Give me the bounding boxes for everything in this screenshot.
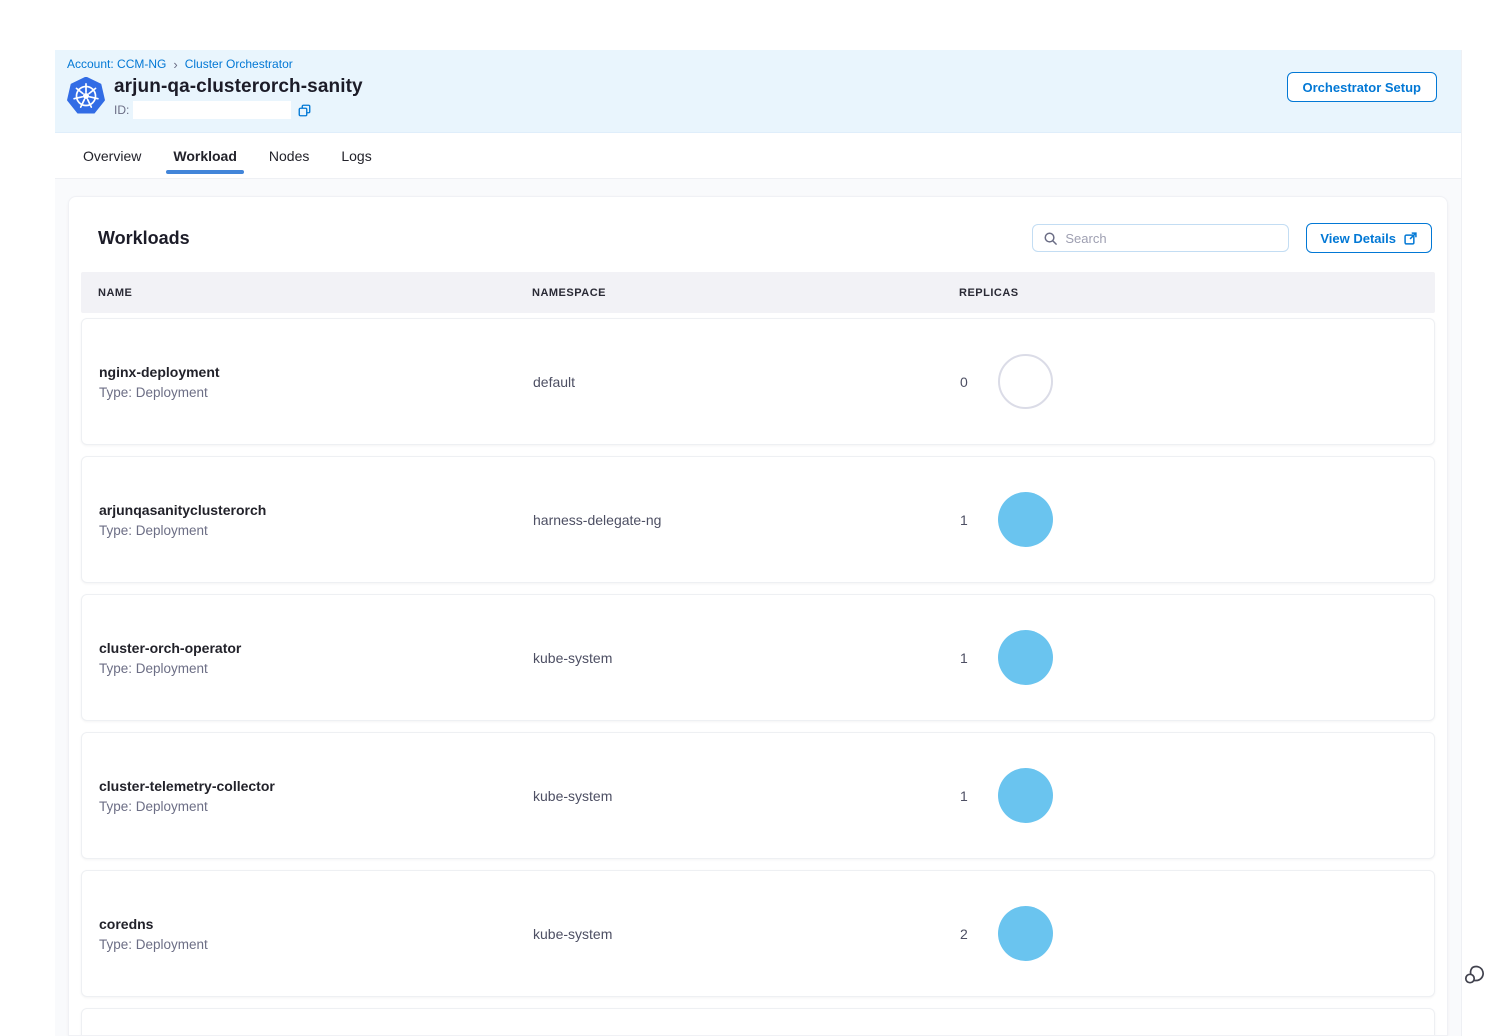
table-row[interactable]: coredns Type: Deployment kube-system 2 [81, 870, 1435, 997]
search-input[interactable] [1065, 230, 1279, 246]
cluster-id-row: ID: [114, 101, 363, 119]
workloads-title: Workloads [98, 227, 190, 248]
workloads-actions: View Details [1032, 223, 1432, 253]
workload-replicas-cell: 1 [943, 492, 1434, 547]
workload-replicas-cell: 2 [943, 906, 1434, 961]
cluster-name: arjun-qa-clusterorch-sanity [114, 76, 363, 97]
replica-count: 0 [960, 373, 968, 390]
tab-logs[interactable]: Logs [341, 147, 372, 164]
table-row[interactable]: arjunqasanityclusterorch Type: Deploymen… [81, 456, 1435, 583]
replica-count: 1 [960, 787, 968, 804]
content-area: Workloads View Details [55, 179, 1461, 1036]
workload-row-list: nginx-deployment Type: Deployment defaul… [81, 318, 1435, 1035]
search-icon [1044, 232, 1058, 245]
workload-type: Type: Deployment [99, 522, 208, 538]
workload-type: Type: Deployment [99, 384, 208, 400]
workload-name-cell: coredns Type: Deployment [82, 916, 516, 952]
workload-namespace: kube-system [533, 649, 613, 666]
workload-namespace: harness-delegate-ng [533, 511, 662, 528]
cluster-header: Account: CCM-NG › Cluster Orchestrator [55, 50, 1461, 133]
tab-bar: Overview Workload Nodes Logs [55, 133, 1461, 179]
workload-replicas-cell: 1 [943, 630, 1434, 685]
workloads-panel-header: Workloads View Details [81, 223, 1435, 253]
table-row[interactable]: cluster-orch-operator Type: Deployment k… [81, 594, 1435, 721]
cluster-title-block: arjun-qa-clusterorch-sanity ID: [114, 76, 363, 119]
cluster-id-label: ID: [114, 103, 130, 117]
workload-name: cluster-telemetry-collector [99, 777, 275, 794]
workload-name: cluster-orch-operator [99, 639, 242, 656]
workload-name: arjunqasanityclusterorch [99, 501, 267, 518]
breadcrumb-section-link[interactable]: Cluster Orchestrator [184, 57, 293, 71]
replica-count: 2 [960, 925, 968, 942]
workload-name: coredns [99, 915, 154, 932]
replica-status-circle [998, 630, 1053, 685]
column-header-replicas: REPLICAS [959, 286, 1019, 299]
workload-replicas-cell: 0 [943, 354, 1434, 409]
view-details-button[interactable]: View Details [1306, 223, 1432, 253]
workload-type: Type: Deployment [99, 798, 208, 814]
replica-status-circle [998, 768, 1053, 823]
replica-status-circle [998, 354, 1053, 409]
replica-status-circle [998, 492, 1053, 547]
workloads-panel: Workloads View Details [68, 196, 1448, 1036]
breadcrumb: Account: CCM-NG › Cluster Orchestrator [67, 57, 1437, 71]
cluster-title-row: arjun-qa-clusterorch-sanity ID: [67, 76, 1437, 119]
kubernetes-icon [67, 77, 105, 114]
tab-overview[interactable]: Overview [83, 147, 142, 164]
workload-namespace: default [533, 373, 576, 390]
workload-name-cell: arjunqasanityclusterorch Type: Deploymen… [82, 502, 516, 538]
external-link-icon [1404, 231, 1417, 245]
workload-namespace: kube-system [533, 787, 613, 804]
workload-name-cell: nginx-deployment Type: Deployment [82, 364, 516, 400]
table-row-partial[interactable] [81, 1008, 1435, 1035]
workload-name-cell: cluster-telemetry-collector Type: Deploy… [82, 778, 516, 814]
workload-namespace: kube-system [533, 925, 613, 942]
replica-status-circle [998, 906, 1053, 961]
breadcrumb-separator: › [173, 56, 178, 72]
column-header-name: NAME [98, 286, 133, 299]
search-box[interactable] [1032, 224, 1290, 252]
orchestrator-setup-button[interactable]: Orchestrator Setup [1286, 72, 1437, 102]
table-header-row: NAME NAMESPACE REPLICAS [81, 272, 1435, 313]
workload-name-cell: cluster-orch-operator Type: Deployment [82, 640, 516, 676]
chat-bubbles-icon[interactable] [1460, 959, 1490, 992]
tab-workload[interactable]: Workload [166, 133, 244, 178]
workload-type: Type: Deployment [99, 936, 208, 952]
view-details-label: View Details [1320, 230, 1396, 246]
workload-name: nginx-deployment [99, 363, 220, 380]
workload-replicas-cell: 1 [943, 768, 1434, 823]
cluster-id-value-redacted [133, 101, 292, 119]
table-row[interactable]: nginx-deployment Type: Deployment defaul… [81, 318, 1435, 445]
workload-type: Type: Deployment [99, 660, 208, 676]
copy-icon[interactable] [297, 103, 312, 118]
breadcrumb-account-link[interactable]: Account: CCM-NG [67, 57, 167, 71]
tab-nodes[interactable]: Nodes [268, 147, 310, 164]
column-header-namespace: NAMESPACE [532, 286, 606, 299]
table-row[interactable]: cluster-telemetry-collector Type: Deploy… [81, 732, 1435, 859]
replica-count: 1 [960, 649, 968, 666]
replica-count: 1 [960, 511, 968, 528]
app-region: Account: CCM-NG › Cluster Orchestrator [55, 50, 1462, 1036]
